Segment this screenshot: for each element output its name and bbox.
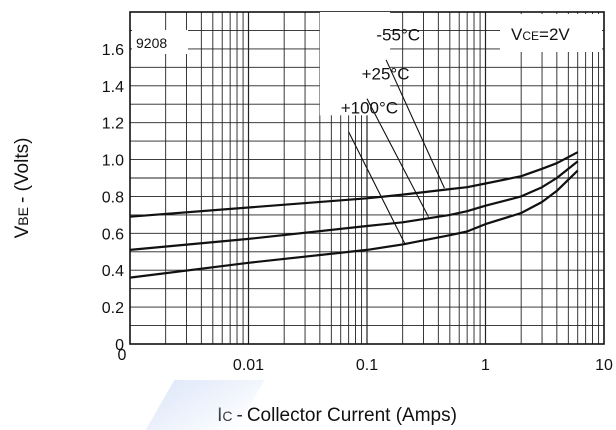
- y-tick-label: 0.8: [102, 189, 124, 206]
- y-tick-label: 1.2: [102, 116, 124, 133]
- y-tick-label: 0: [115, 337, 124, 354]
- y-tick-label: 1.4: [102, 79, 124, 96]
- annotation-label-2: +100°C: [341, 98, 398, 117]
- x-axis-label-text: Collector Current (Amps): [247, 405, 457, 426]
- condition-label-box: [500, 14, 602, 52]
- y-axis-label-prefix: V: [12, 225, 33, 238]
- y-tick-label: 0.4: [102, 263, 124, 280]
- y-axis-label-text: - (Volts): [12, 138, 33, 203]
- annotation-group: -55°C +25°C +100°C: [341, 26, 445, 245]
- condition-label-prefix: V: [511, 25, 523, 44]
- x-tick-label: 1: [481, 357, 490, 374]
- x-axis-label: IC - Collector Current (Amps): [217, 405, 457, 426]
- condition-label: VCE=2V: [511, 25, 570, 44]
- x-tick-label: 0: [118, 347, 127, 364]
- y-tick-label: 1.0: [102, 153, 124, 170]
- series-line-0: [129, 151, 579, 218]
- condition-label-value: =2V: [539, 25, 570, 44]
- series-line-1: [129, 160, 579, 251]
- y-tick-label: 1.6: [102, 42, 124, 59]
- y-tick-labels: 0 0.2 0.4 0.6 0.8 1.0 1.2 1.4 1.6: [102, 42, 124, 354]
- y-axis-label: VBE - (Volts): [12, 138, 33, 239]
- annotation-label-box: [319, 12, 391, 116]
- x-tick-label: 0.1: [356, 357, 378, 374]
- x-axis-label-sub: C: [222, 408, 232, 424]
- x-tick-label: 0.01: [233, 357, 264, 374]
- annotation-leader-0: [385, 59, 445, 189]
- y-tick-label: 0.2: [102, 300, 124, 317]
- series-line-2: [129, 169, 579, 279]
- series-group: [129, 151, 579, 279]
- annotation-leader-2: [348, 131, 406, 245]
- annotation-leader-1: [366, 98, 429, 217]
- annotation-label-0: -55°C: [376, 26, 420, 45]
- chip-label-box: [132, 30, 188, 54]
- y-axis-label-sub: BE: [15, 207, 31, 226]
- x-tick-label: 10: [595, 357, 613, 374]
- condition-label-sub: CE: [522, 29, 539, 43]
- y-tick-label: 0.6: [102, 226, 124, 243]
- annotation-label-1: +25°C: [362, 64, 410, 83]
- x-tick-labels: 0 0.01 0.1 1 10: [118, 347, 613, 374]
- chip-label: 9208: [136, 35, 167, 51]
- x-axis-label-sep: -: [236, 405, 242, 426]
